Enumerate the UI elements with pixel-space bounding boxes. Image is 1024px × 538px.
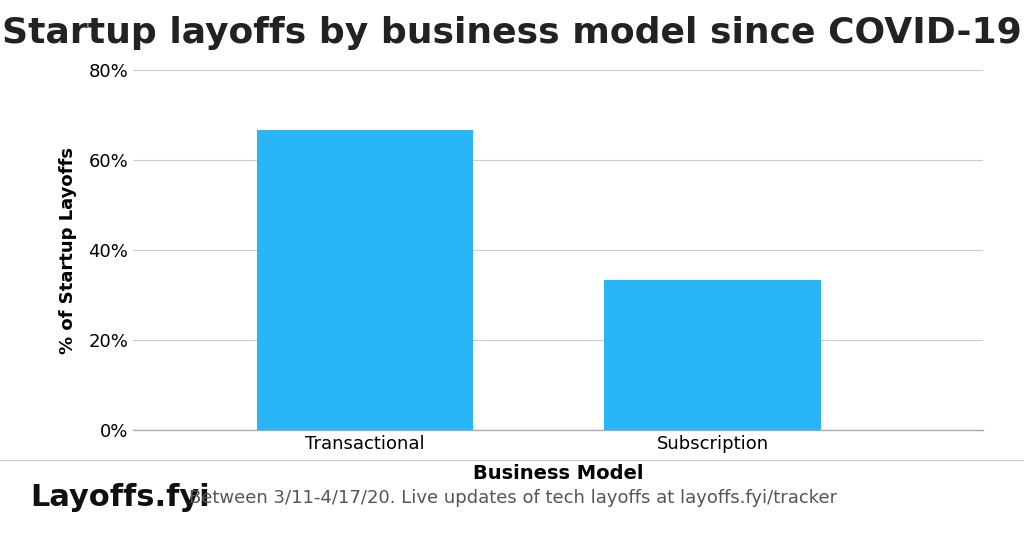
Text: Layoffs.fyi: Layoffs.fyi [31,483,211,512]
Y-axis label: % of Startup Layoffs: % of Startup Layoffs [59,147,77,353]
Text: Startup layoffs by business model since COVID-19: Startup layoffs by business model since … [2,16,1022,50]
Bar [257,130,473,430]
Bar [604,280,821,430]
Text: Between 3/11-4/17/20. Live updates of tech layoffs at layoffs.fyi/tracker: Between 3/11-4/17/20. Live updates of te… [189,489,838,507]
X-axis label: Business Model: Business Model [473,464,643,483]
